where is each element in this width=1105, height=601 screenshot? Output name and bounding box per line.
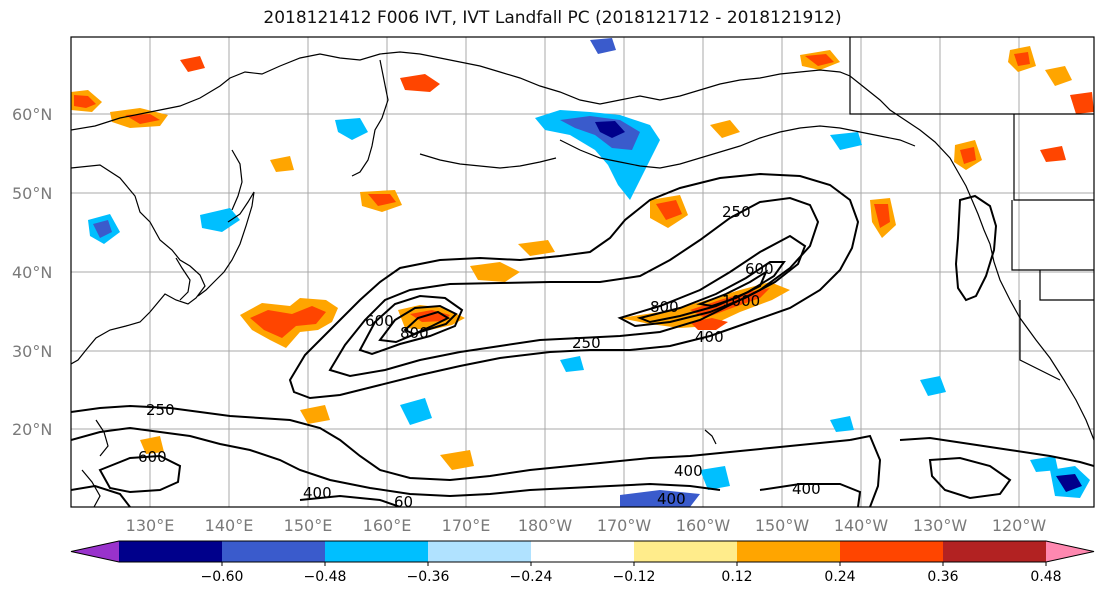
lon-label: 160°E [363, 516, 412, 535]
colorbar-tick-label: 0.12 [721, 569, 752, 585]
contour-label: 600 [138, 448, 167, 466]
contour-label: 400 [792, 480, 821, 498]
lon-label: 150°E [284, 516, 333, 535]
colorbar-segment [325, 541, 429, 562]
colorbar-segment [222, 541, 326, 562]
lat-label: 40°N [12, 263, 52, 282]
lat-label: 20°N [12, 420, 52, 439]
map-panel: 250 600 800 1000 400 250 600 800 250 600… [71, 37, 1094, 511]
contour-label: 800 [650, 298, 679, 316]
contour-label: 250 [722, 203, 751, 221]
colorbar-tick-label: −0.12 [613, 569, 656, 585]
map-frame [70, 36, 1095, 508]
colorbar-tick-label: −0.48 [304, 569, 347, 585]
colorbar-extend-high [1046, 541, 1094, 562]
colorbar-tick-label: −0.24 [510, 569, 553, 585]
lon-label: 140°E [205, 516, 254, 535]
lat-label: 30°N [12, 342, 52, 361]
lat-label: 60°N [12, 105, 52, 124]
ivt-contours [71, 172, 1094, 507]
contour-label: 60 [394, 493, 413, 511]
colorbar-segment [428, 541, 532, 562]
colorbar-extend-low [71, 541, 119, 562]
contour-label: 250 [146, 401, 175, 419]
longitude-labels: 130°E 140°E 150°E 160°E 170°E 180°W 170°… [126, 516, 1047, 535]
colorbar-outline [70, 540, 1095, 563]
lon-label: 150°W [755, 516, 810, 535]
map-title: 2018121412 F006 IVT, IVT Landfall PC (20… [263, 8, 842, 28]
contour-label: 250 [572, 334, 601, 352]
colorbar-segment [840, 541, 944, 562]
contour-label: 400 [657, 490, 686, 508]
lon-label: 140°W [834, 516, 889, 535]
colorbar-segment [634, 541, 738, 562]
lon-label: 180°W [518, 516, 573, 535]
colorbar-segment [943, 541, 1047, 562]
colorbar: −0.60 −0.48 −0.36 −0.24 −0.12 0.12 0.24 0.36 0.4… [70, 540, 1095, 585]
lat-label: 50°N [12, 184, 52, 203]
lon-label: 170°E [442, 516, 491, 535]
lon-label: 130°E [126, 516, 175, 535]
latitude-labels: 60°N 50°N 40°N 30°N 20°N [12, 105, 52, 439]
contour-label: 800 [400, 324, 429, 342]
colorbar-tick-label: −0.60 [201, 569, 244, 585]
colorbar-segment [119, 541, 223, 562]
colorbar-tick-label: 0.48 [1030, 569, 1061, 585]
colorbar-tick-label: 0.36 [927, 569, 958, 585]
contour-label: 400 [303, 484, 332, 502]
contour-label: 600 [365, 312, 394, 330]
lon-label: 130°W [913, 516, 968, 535]
colorbar-tick-label: 0.24 [824, 569, 855, 585]
coastlines [71, 37, 1094, 507]
colorbar-segment [737, 541, 841, 562]
contour-labels: 250 600 800 1000 400 250 600 800 250 600… [138, 203, 821, 511]
contour-label: 600 [745, 260, 774, 278]
colorbar-segment [531, 541, 635, 562]
lon-label: 120°W [992, 516, 1047, 535]
lon-label: 160°W [676, 516, 731, 535]
contour-label: 1000 [722, 292, 760, 310]
contour-label: 400 [695, 328, 724, 346]
contour-label: 400 [674, 462, 703, 480]
lon-label: 170°W [597, 516, 652, 535]
colorbar-tick-label: −0.36 [407, 569, 450, 585]
